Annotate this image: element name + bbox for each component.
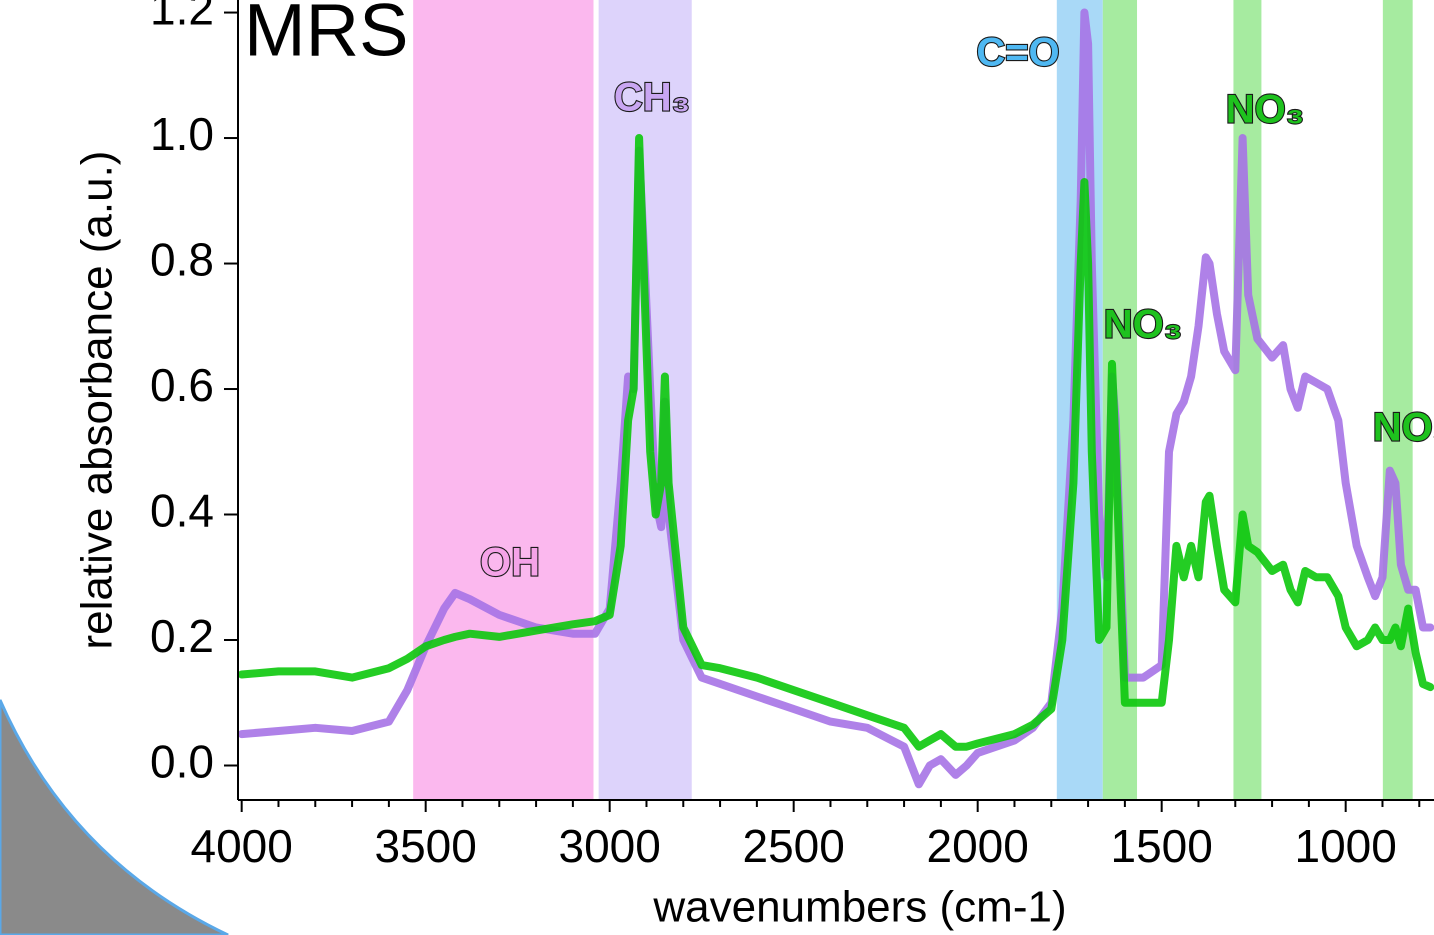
x-tick-label: 4000	[191, 820, 293, 872]
y-tick-label: 1.0	[150, 108, 214, 160]
y-tick-label: 0.8	[150, 234, 214, 286]
annotation: OH	[480, 541, 540, 585]
x-tick-label: 3000	[559, 820, 661, 872]
chart-title: MRS	[244, 0, 408, 72]
x-tick-label: 1500	[1111, 820, 1213, 872]
background-decoration	[0, 699, 229, 935]
x-tick-label: 2500	[743, 820, 845, 872]
y-tick-label: 0.2	[150, 610, 214, 662]
y-tick-label: 1.2	[150, 0, 214, 35]
x-tick-label: 3500	[375, 820, 477, 872]
annotation: C=O	[976, 31, 1059, 75]
y-tick-label: 0.0	[150, 736, 214, 788]
bands	[413, 0, 1413, 800]
annotation: CH₃	[614, 76, 690, 120]
x-tick-label: 1000	[1295, 820, 1397, 872]
band	[413, 0, 594, 800]
y-axis-label: relative absorbance (a.u.)	[73, 151, 122, 650]
band	[1382, 0, 1413, 800]
y-tick-label: 0.4	[150, 485, 214, 537]
y-tick-label: 0.6	[150, 359, 214, 411]
series-line	[238, 134, 1434, 751]
lines	[238, 8, 1434, 789]
annotation: NO₃	[1104, 303, 1183, 347]
band	[1233, 0, 1262, 800]
annotation: NO₃	[1226, 88, 1305, 132]
x-tick-label: 2000	[927, 820, 1029, 872]
x-axis-label: wavenumbers (cm-1)	[652, 883, 1066, 932]
axes	[224, 0, 1434, 812]
annotation: NO₃	[1373, 406, 1434, 450]
